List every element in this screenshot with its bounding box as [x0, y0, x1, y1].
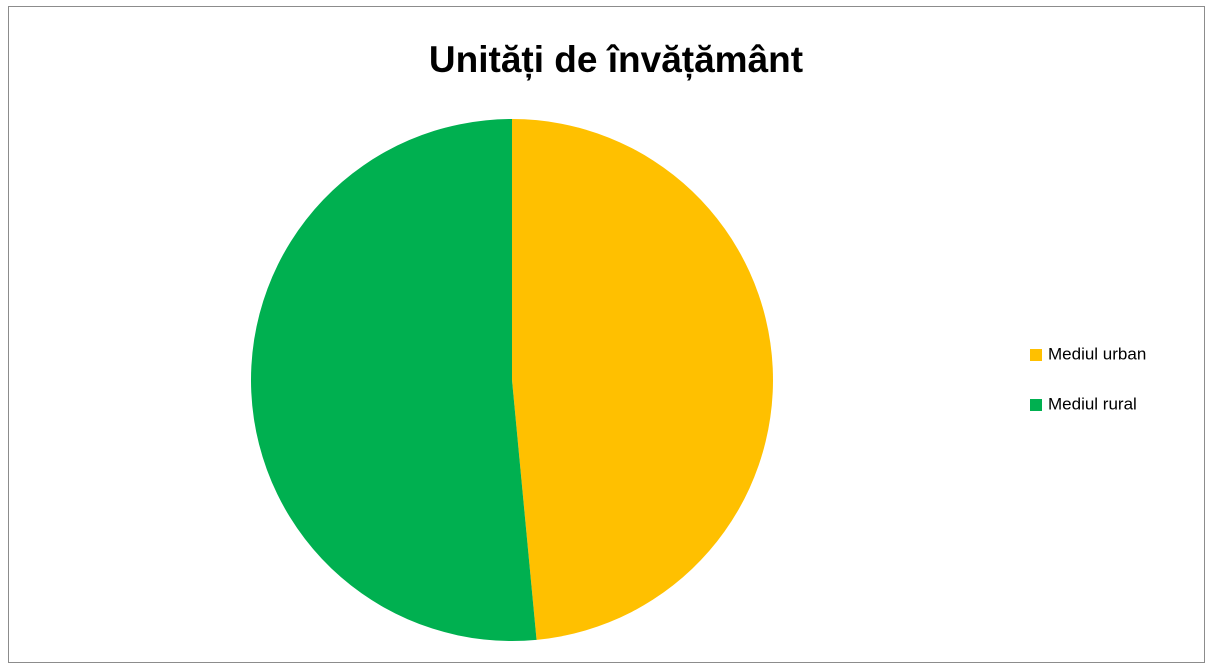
- chart-title: Unități de învățământ: [429, 39, 803, 81]
- legend-label: Mediul rural: [1048, 394, 1137, 413]
- pie-slice: [512, 119, 773, 640]
- legend-swatch: [1030, 399, 1042, 411]
- pie-slice: [250, 119, 537, 641]
- legend-swatch: [1030, 349, 1042, 361]
- legend-label: Mediul urban: [1048, 344, 1146, 363]
